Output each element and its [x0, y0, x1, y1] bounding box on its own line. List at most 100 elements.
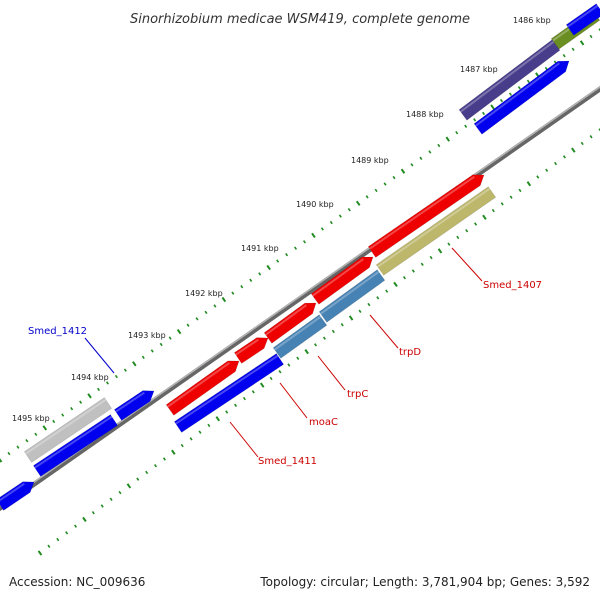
- callout-line-trpd: [369, 314, 399, 349]
- scale-tick: [500, 202, 504, 206]
- feature-moac[interactable]: [173, 353, 285, 433]
- scale-tick: [473, 118, 477, 122]
- callout-line-smed-1407: [451, 247, 483, 282]
- scale-tick: [285, 252, 289, 257]
- kbp-scale: 1486 kbp 1487 kbp 1488 kbp 1489 kbp 1490…: [12, 16, 551, 423]
- scale-tick: [311, 232, 316, 238]
- accession-text: Accession: NC_009636: [9, 575, 145, 589]
- scale-tick: [159, 342, 163, 347]
- scale-tick: [186, 323, 190, 327]
- scale-tick: [213, 304, 217, 308]
- scale-tick: [278, 370, 282, 374]
- scale-tick: [47, 544, 51, 548]
- scale-tick: [314, 343, 318, 347]
- scale-tick: [383, 182, 387, 186]
- scale-tick: [464, 124, 468, 128]
- kbp-label-1493: 1493 kbp: [128, 331, 166, 340]
- scale-tick: [419, 156, 423, 161]
- feature-cds-1486[interactable]: [565, 3, 600, 36]
- scale-tick: [16, 445, 20, 449]
- feature-smed-1407-highlight: [377, 187, 491, 268]
- feature-red-1492[interactable]: [233, 337, 269, 364]
- scale-tick: [376, 296, 380, 300]
- gene-label-smed-1412[interactable]: Smed_1412: [28, 326, 87, 337]
- scale-tick: [392, 175, 396, 180]
- gene-label-trpc[interactable]: trpC: [347, 389, 368, 400]
- scale-tick: [499, 98, 504, 103]
- scale-tick: [189, 437, 193, 441]
- genome-summary-text: Topology: circular; Length: 3,781,904 bp…: [259, 575, 590, 589]
- callout-line-smed-1411: [229, 421, 259, 458]
- scale-tick: [447, 242, 451, 246]
- gene-label-moac[interactable]: moaC: [309, 417, 338, 428]
- scale-tick: [79, 400, 83, 404]
- scale-tick: [437, 248, 443, 254]
- gene-label-trpd[interactable]: trpD: [399, 347, 421, 358]
- scale-tick: [132, 361, 137, 367]
- feature-moac-highlight: [175, 354, 279, 425]
- feature-cds-1487[interactable]: [473, 60, 570, 135]
- scale-tick: [276, 259, 280, 263]
- scale-tick: [545, 168, 549, 172]
- callout-line-trpc: [317, 355, 346, 391]
- scale-tick: [118, 490, 122, 495]
- scale-tick: [508, 92, 512, 96]
- feature-smed-1412[interactable]: [113, 390, 155, 421]
- scale-tick: [571, 147, 576, 153]
- gene-label-smed-1407[interactable]: Smed_1407: [483, 280, 542, 291]
- feature-red-1489[interactable]: [367, 174, 485, 258]
- genome-backbone: [0, 85, 600, 512]
- scale-tick: [331, 329, 335, 334]
- feature-red-1490[interactable]: [310, 256, 374, 305]
- scale-tick: [37, 550, 43, 556]
- feature-cds-left-highlight: [0, 482, 25, 502]
- callout-line-smed-1412: [84, 337, 115, 374]
- scale-tick: [329, 220, 333, 225]
- scale-tick: [358, 309, 362, 313]
- scale-tick: [518, 188, 522, 193]
- scale-tick: [136, 477, 140, 481]
- scale-tick: [215, 416, 221, 422]
- feature-cds-left[interactable]: [0, 481, 35, 511]
- scale-tick: [437, 143, 441, 148]
- feature-red-1491[interactable]: [263, 302, 317, 344]
- scale-tick: [234, 403, 238, 407]
- kbp-label-1492: 1492 kbp: [185, 289, 223, 298]
- scale-tick: [198, 430, 202, 434]
- feature-red-1493-highlight: [167, 362, 230, 408]
- scale-tick: [302, 240, 306, 244]
- kbp-label-1490: 1490 kbp: [296, 200, 334, 209]
- scale-tick: [589, 135, 593, 139]
- feature-trpc-highlight: [274, 315, 322, 351]
- scale-tick: [304, 348, 309, 355]
- scale-tick: [367, 302, 371, 307]
- scale-tick: [536, 175, 540, 179]
- scale-tick: [87, 393, 92, 399]
- scale-tick: [580, 141, 584, 146]
- gene-labels: Smed_1412 Smed_1407 trpD trpC moaC Smed_…: [28, 280, 542, 467]
- scale-tick: [109, 497, 113, 501]
- feature-gray-1495[interactable]: [23, 397, 113, 463]
- scale-tick: [554, 161, 558, 166]
- scale-tick: [598, 28, 600, 32]
- scale-tick: [347, 208, 351, 212]
- feature-trpd[interactable]: [318, 269, 386, 323]
- callout-line-moac: [279, 382, 308, 419]
- tick-tracks: [0, 28, 600, 556]
- scale-tick: [340, 323, 344, 327]
- scale-tick: [474, 222, 478, 226]
- feature-smed-1407[interactable]: [375, 186, 497, 276]
- feature-smed-slate[interactable]: [458, 39, 561, 121]
- scale-tick: [7, 451, 11, 456]
- gene-label-smed-1411[interactable]: Smed_1411: [258, 456, 317, 467]
- feature-cds-1495[interactable]: [32, 414, 119, 477]
- scale-tick: [526, 181, 532, 187]
- feature-trpc[interactable]: [272, 314, 328, 359]
- scale-tick: [445, 136, 451, 142]
- scale-tick: [491, 208, 495, 213]
- scale-tick: [221, 296, 227, 303]
- feature-cds-1487-highlight: [475, 62, 560, 127]
- scale-tick: [579, 40, 585, 46]
- scale-tick: [456, 235, 460, 240]
- feature-red-1493[interactable]: [165, 360, 240, 416]
